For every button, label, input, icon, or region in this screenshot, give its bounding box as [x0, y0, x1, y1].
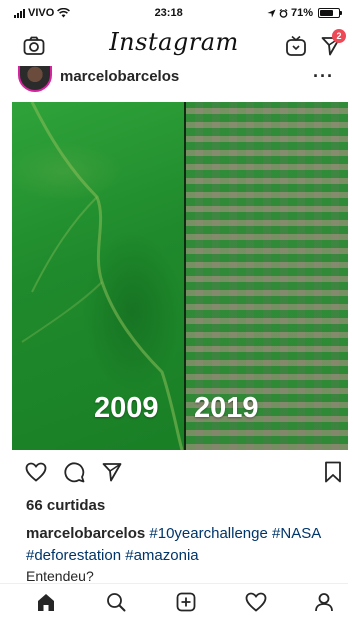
caption: marcelobarcelos #10yearchallenge #NASA #… — [26, 523, 336, 567]
signal-icon — [14, 8, 25, 18]
bottom-tab-bar — [0, 583, 348, 618]
profile-icon[interactable] — [312, 590, 336, 614]
home-icon[interactable] — [34, 590, 58, 614]
river-shape — [21, 102, 184, 450]
hashtag[interactable]: #amazonia — [125, 547, 199, 564]
camera-icon[interactable] — [22, 34, 46, 58]
likes-count[interactable]: 66 curtidas — [26, 497, 106, 514]
post-username[interactable]: marcelobarcelos — [60, 68, 180, 85]
more-options-icon[interactable]: ··· — [313, 66, 334, 86]
status-bar: VIVO 23:18 71% — [0, 0, 348, 26]
status-right: 71% — [267, 7, 342, 19]
hashtag[interactable]: #deforestation — [26, 547, 122, 564]
caption-username[interactable]: marcelobarcelos — [26, 525, 146, 542]
battery-icon — [318, 8, 342, 18]
forest-2019-image — [186, 102, 348, 450]
location-arrow-icon — [267, 8, 276, 18]
add-post-icon[interactable] — [174, 590, 198, 614]
share-icon[interactable] — [100, 460, 124, 484]
avatar[interactable] — [18, 66, 52, 92]
year-label-left: 2009 — [94, 392, 159, 424]
caption-continuation: Entendeu? — [26, 568, 94, 582]
carrier-label: VIVO — [28, 7, 55, 19]
search-icon[interactable] — [104, 590, 128, 614]
status-left: VIVO — [14, 7, 71, 19]
hashtag[interactable]: #10yearchallenge — [149, 525, 268, 542]
clock: 23:18 — [154, 7, 183, 19]
direct-message-icon[interactable]: 2 — [320, 29, 346, 57]
igtv-icon[interactable] — [284, 34, 308, 58]
wifi-icon — [57, 8, 71, 18]
comment-icon[interactable] — [62, 460, 86, 484]
bookmark-icon[interactable] — [322, 460, 344, 484]
post-header: marcelobarcelos ··· — [0, 66, 348, 98]
image-divider — [184, 102, 186, 450]
top-nav: Instagram 2 — [0, 26, 348, 66]
instagram-logo: Instagram — [109, 28, 239, 56]
year-label-right: 2019 — [194, 392, 259, 424]
activity-heart-icon[interactable] — [244, 590, 268, 614]
post-image[interactable]: 2009 2019 — [12, 102, 348, 450]
battery-percent: 71% — [290, 7, 313, 19]
alarm-icon — [279, 8, 288, 18]
post-actions — [0, 458, 348, 488]
hashtag[interactable]: #NASA — [272, 525, 321, 542]
forest-2009-image — [12, 102, 184, 450]
heart-icon[interactable] — [24, 460, 48, 484]
notification-badge: 2 — [332, 29, 346, 43]
